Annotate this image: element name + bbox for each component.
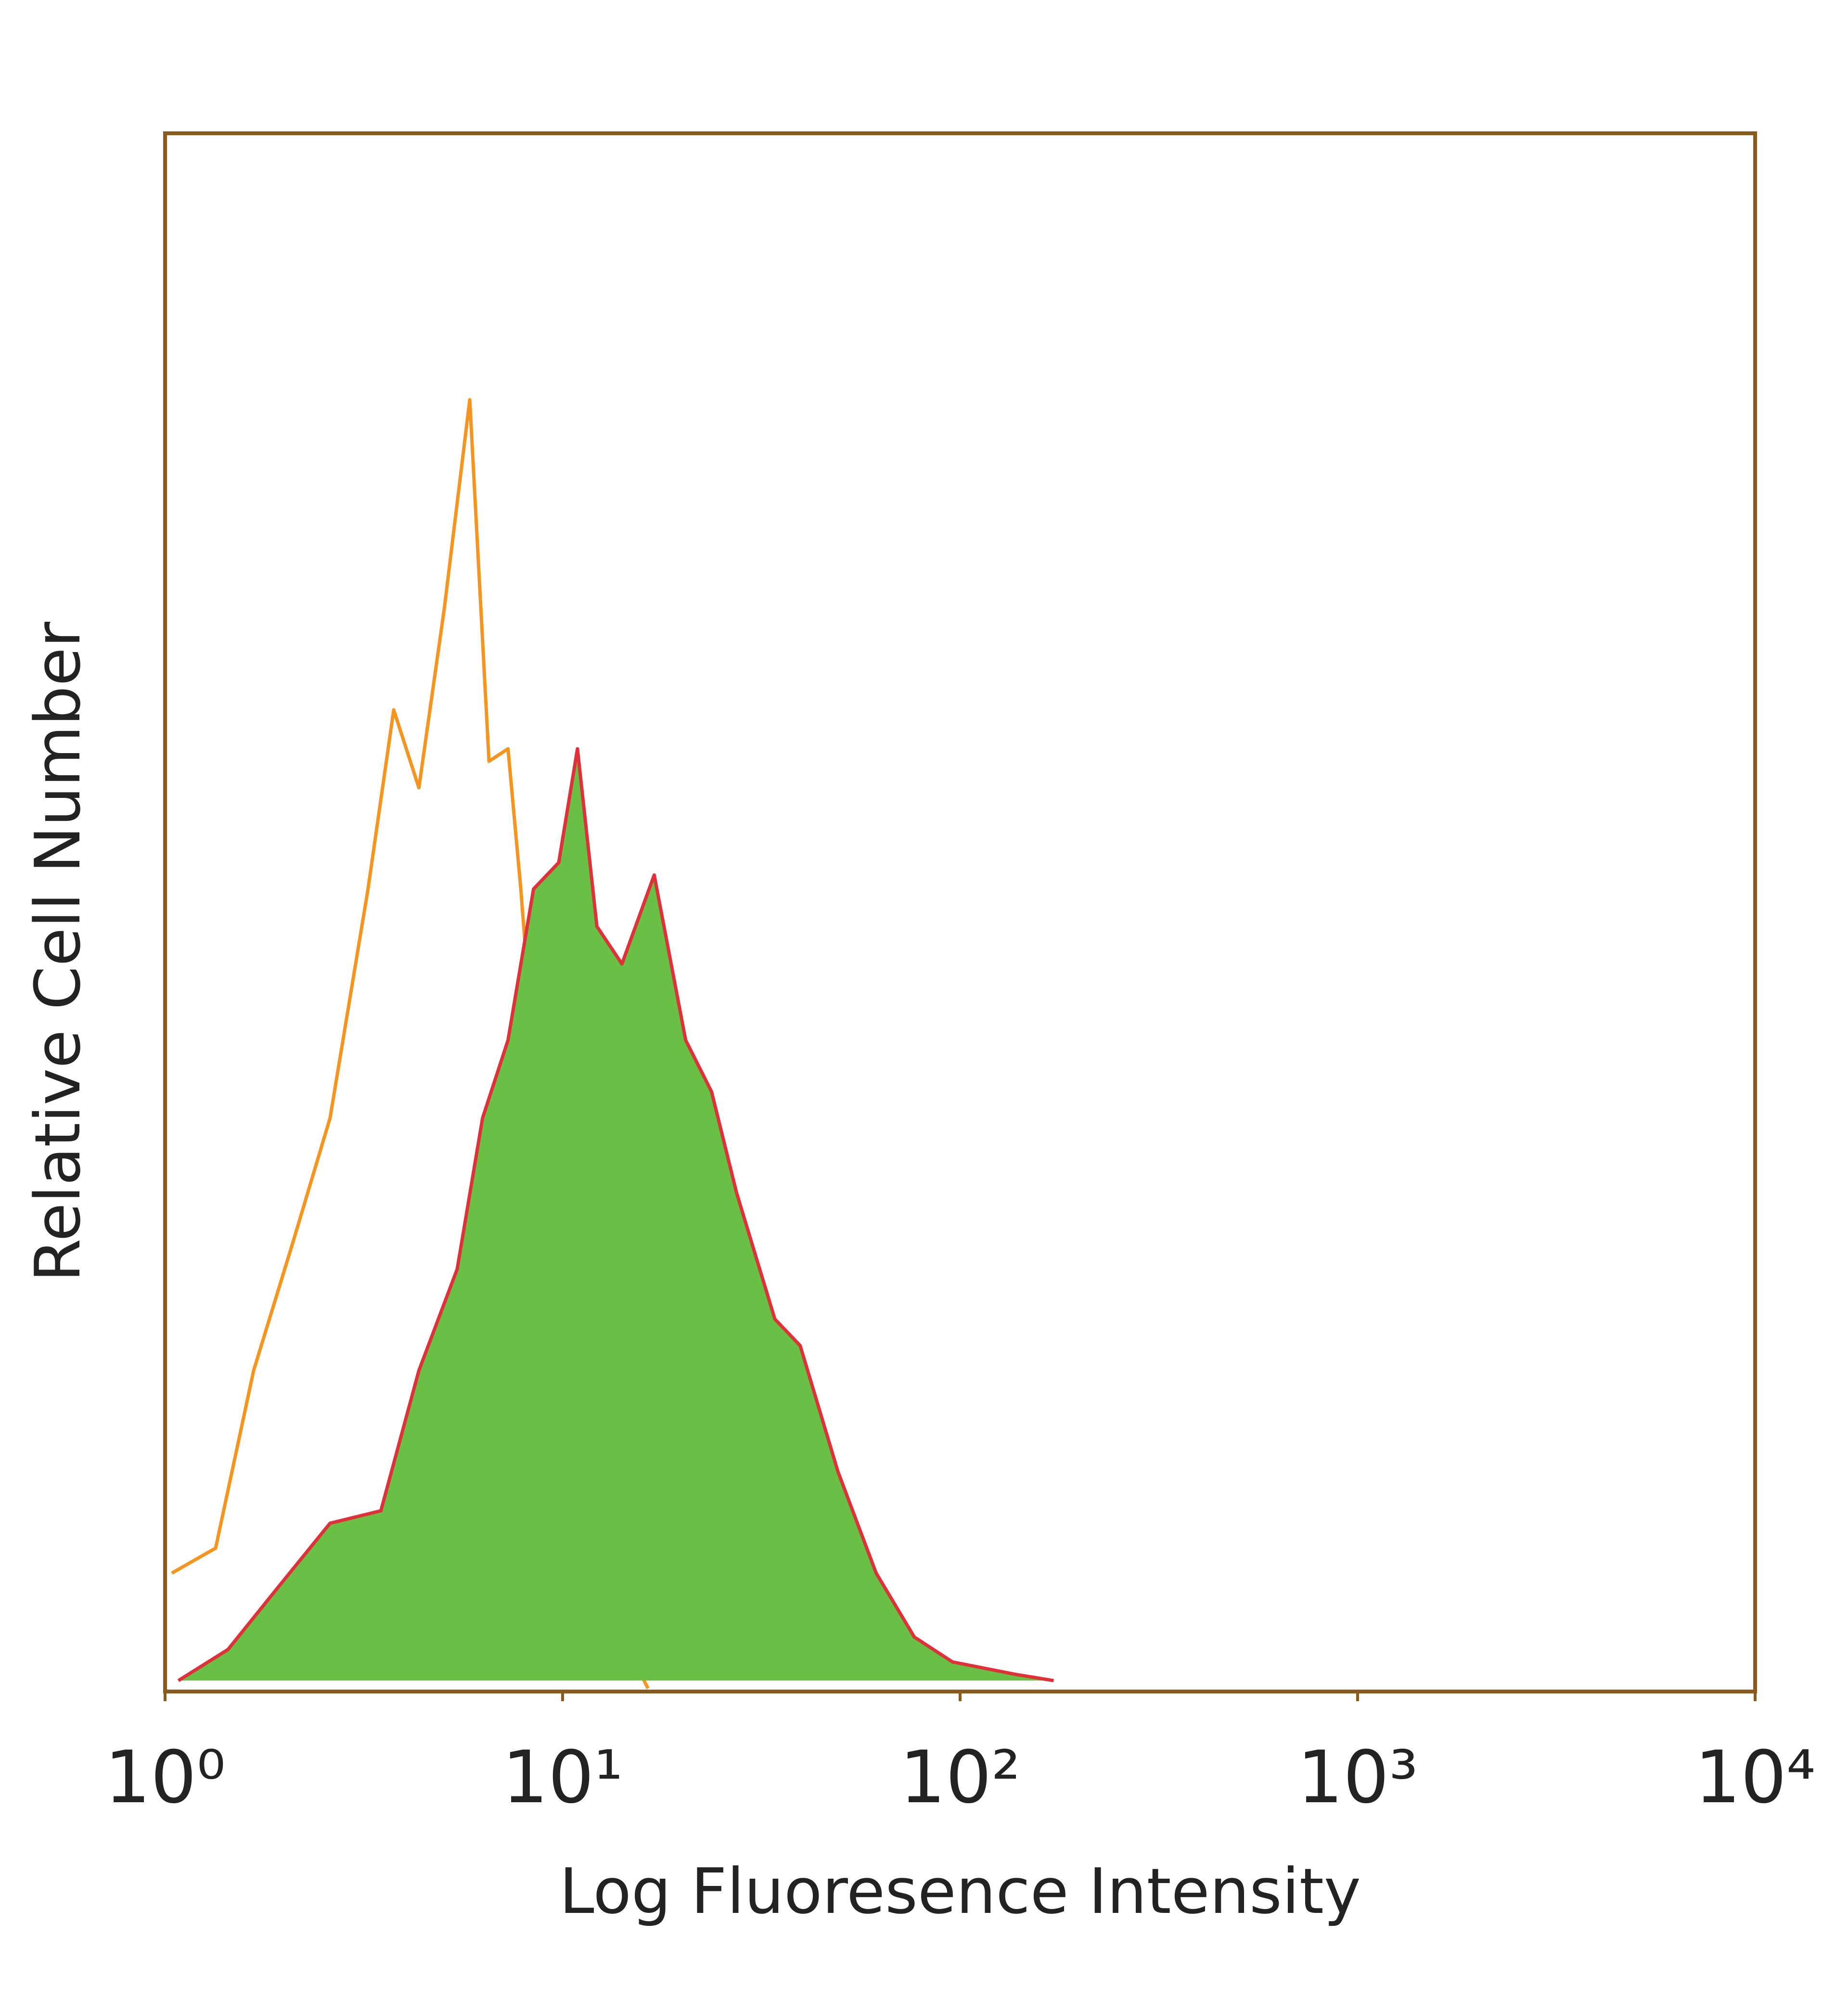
x-tick-label: 10³ — [1297, 1736, 1418, 1820]
x-axis-label: Log Fluoresence Intensity — [559, 1855, 1361, 1928]
x-tick-label: 10² — [899, 1736, 1020, 1820]
x-tick-label: 10¹ — [502, 1736, 623, 1820]
histogram-line — [177, 747, 1054, 1682]
x-tick-label: 10⁴ — [1694, 1736, 1815, 1820]
y-axis-label: Relative Cell Number — [21, 621, 94, 1282]
x-tick-label: 10⁰ — [104, 1736, 225, 1820]
histogram-fill — [178, 749, 1054, 1681]
